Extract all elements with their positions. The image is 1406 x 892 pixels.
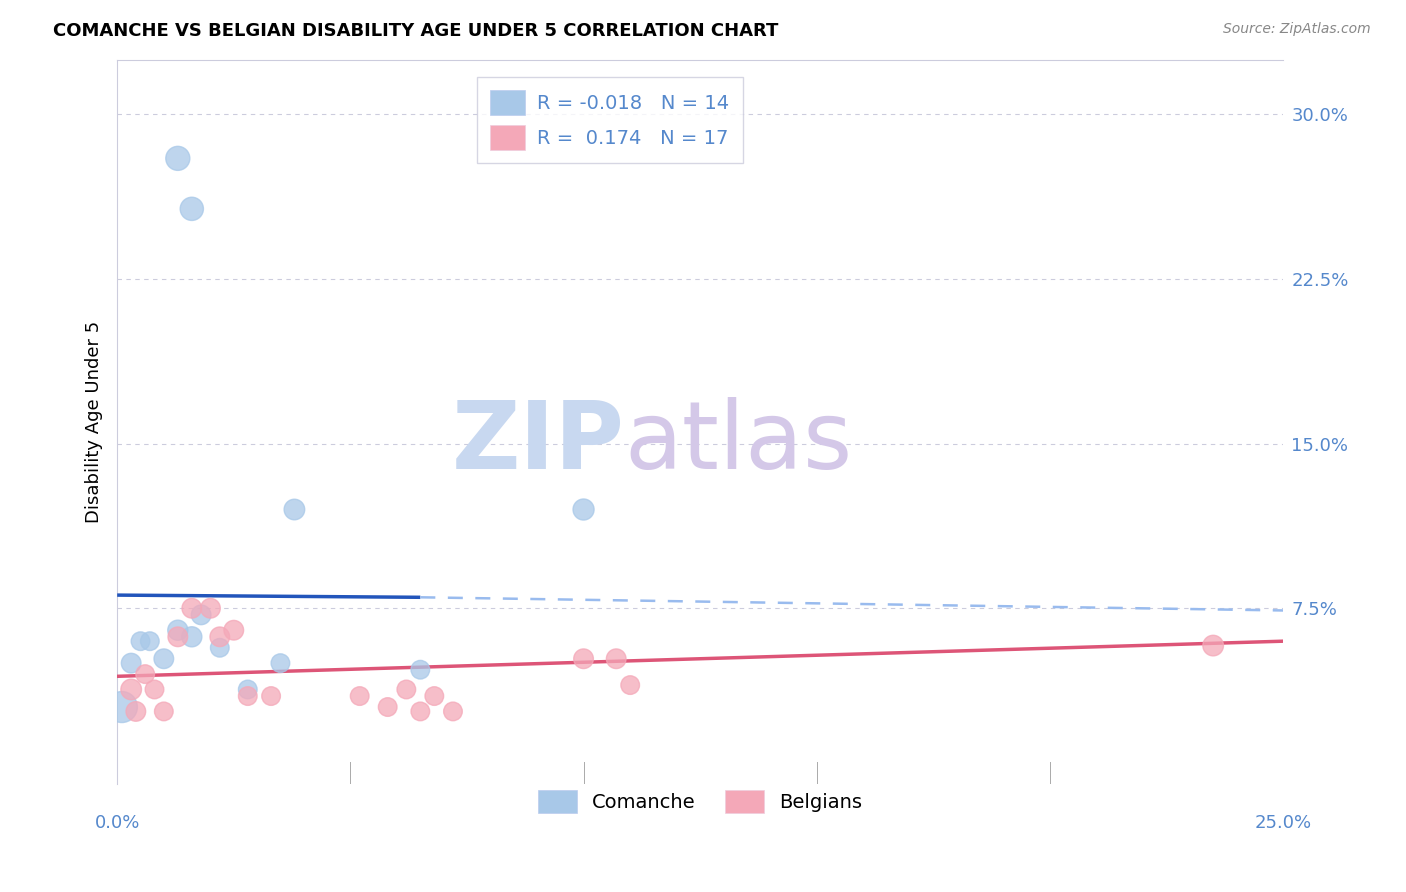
Point (208, 640, 231, 655)
Point (377, 700, 399, 714)
Point (409, 705, 432, 719)
Text: 25.0%: 25.0% (1254, 814, 1312, 832)
Text: Source: ZipAtlas.com: Source: ZipAtlas.com (1223, 22, 1371, 37)
Text: atlas: atlas (624, 398, 852, 490)
Point (349, 689, 371, 703)
Point (134, 667, 156, 681)
Point (619, 678, 641, 692)
Point (1202, 639, 1225, 653)
Text: ZIP: ZIP (451, 398, 624, 490)
Point (125, 705, 148, 719)
Point (236, 682, 259, 697)
Point (269, 656, 291, 670)
Point (129, 634, 152, 648)
Point (260, 689, 283, 703)
Point (153, 705, 176, 719)
Point (572, 502, 595, 516)
Point (395, 682, 418, 697)
Point (409, 663, 432, 677)
Point (283, 502, 305, 516)
Point (572, 652, 595, 666)
Text: 0.0%: 0.0% (94, 814, 139, 832)
Point (441, 705, 464, 719)
Point (208, 630, 231, 644)
Text: COMANCHE VS BELGIAN DISABILITY AGE UNDER 5 CORRELATION CHART: COMANCHE VS BELGIAN DISABILITY AGE UNDER… (53, 22, 779, 40)
Point (423, 689, 446, 703)
Point (166, 624, 188, 638)
Point (222, 624, 245, 638)
Point (166, 152, 188, 166)
Point (139, 634, 162, 648)
Y-axis label: Disability Age Under 5: Disability Age Under 5 (86, 320, 103, 523)
Point (605, 652, 627, 666)
Point (236, 689, 259, 703)
Point (190, 607, 212, 622)
Point (120, 656, 142, 670)
Point (180, 630, 202, 644)
Point (111, 700, 134, 714)
Point (120, 682, 142, 697)
Legend: Comanche, Belgians: Comanche, Belgians (530, 782, 870, 822)
Point (200, 601, 222, 615)
Point (143, 682, 166, 697)
Point (153, 652, 176, 666)
Point (166, 630, 188, 644)
Point (180, 601, 202, 615)
Point (180, 202, 202, 216)
